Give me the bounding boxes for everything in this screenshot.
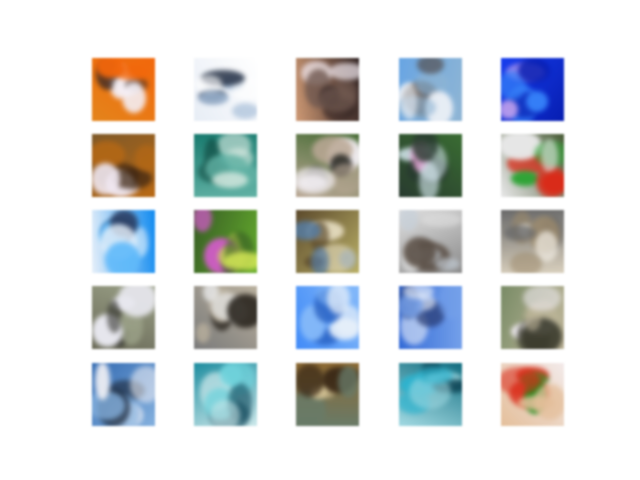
texture-blob	[518, 58, 550, 83]
sample-image-r1c4	[399, 58, 462, 121]
texture-blob	[310, 246, 330, 273]
texture-blob	[194, 75, 222, 94]
sample-image-r5c4	[399, 363, 462, 426]
texture-blob	[417, 366, 453, 384]
sample-image-r3c5	[501, 210, 564, 273]
texture-blob	[105, 242, 140, 273]
texture-blob	[135, 144, 155, 172]
sample-image-r4c3	[296, 286, 359, 349]
sample-image-r5c5	[501, 363, 564, 426]
sample-image-r2c1	[92, 134, 155, 197]
texture-blob	[329, 62, 359, 80]
texture-blob	[197, 90, 229, 105]
sample-image-r3c1	[92, 210, 155, 273]
texture-blob	[421, 212, 462, 228]
texture-blob	[403, 286, 434, 300]
texture-blob	[129, 366, 155, 403]
texture-blob	[534, 230, 559, 262]
sample-image-r5c1	[92, 363, 155, 426]
sample-image-r3c2	[194, 210, 257, 273]
texture-blob	[296, 220, 322, 240]
texture-blob	[399, 210, 418, 232]
sample-image-r4c5	[501, 286, 564, 349]
sample-image-r2c4	[399, 134, 462, 197]
sample-image-r2c2	[194, 134, 257, 197]
texture-blob	[511, 170, 539, 186]
texture-blob	[326, 286, 351, 314]
texture-blob	[504, 224, 537, 241]
texture-blob	[540, 138, 558, 174]
texture-blob	[417, 58, 444, 75]
texture-blob	[411, 134, 438, 162]
texture-blob	[338, 365, 359, 398]
sample-image-r4c2	[194, 286, 257, 349]
texture-blob	[211, 171, 248, 188]
texture-blob	[526, 91, 549, 112]
texture-blob	[401, 82, 417, 120]
sample-image-r1c3	[296, 58, 359, 121]
texture-blob	[328, 317, 359, 341]
texture-blob	[533, 383, 564, 420]
texture-blob	[227, 294, 257, 329]
texture-blob	[231, 102, 257, 119]
sample-image-r2c5	[501, 134, 564, 197]
sample-image-r1c1	[92, 58, 155, 121]
texture-blob	[403, 237, 436, 268]
texture-blob	[95, 363, 110, 400]
sample-image-r1c2	[194, 58, 257, 121]
sample-image-r3c3	[296, 210, 359, 273]
texture-blob	[509, 251, 543, 273]
texture-blob	[501, 99, 518, 120]
sample-image-r5c2	[194, 363, 257, 426]
texture-blob	[419, 162, 440, 197]
sample-image-r1c5	[501, 58, 564, 121]
texture-blob	[112, 63, 150, 81]
sample-image-r5c3	[296, 363, 359, 426]
sample-image-r3c4	[399, 210, 462, 273]
texture-blob	[541, 171, 564, 195]
texture-blob	[195, 322, 211, 343]
texture-blob	[296, 166, 335, 195]
texture-blob	[220, 364, 242, 386]
texture-blob	[523, 304, 542, 331]
texture-blob	[106, 300, 122, 333]
texture-blob	[118, 286, 155, 317]
texture-blob	[210, 400, 240, 426]
texture-blob	[92, 162, 120, 195]
texture-blob	[122, 82, 147, 114]
texture-blob	[296, 364, 324, 398]
texture-blob	[194, 210, 212, 232]
texture-blob	[317, 86, 356, 113]
texture-blob	[203, 286, 220, 302]
texture-blob	[223, 252, 257, 271]
texture-blob	[111, 168, 152, 190]
sample-image-r4c1	[92, 286, 155, 349]
texture-blob	[523, 286, 561, 312]
texture-blob	[434, 257, 460, 271]
sample-image-r2c3	[296, 134, 359, 197]
texture-blob	[501, 366, 540, 395]
texture-blob	[437, 286, 462, 319]
sample-image-r4c4	[399, 286, 462, 349]
